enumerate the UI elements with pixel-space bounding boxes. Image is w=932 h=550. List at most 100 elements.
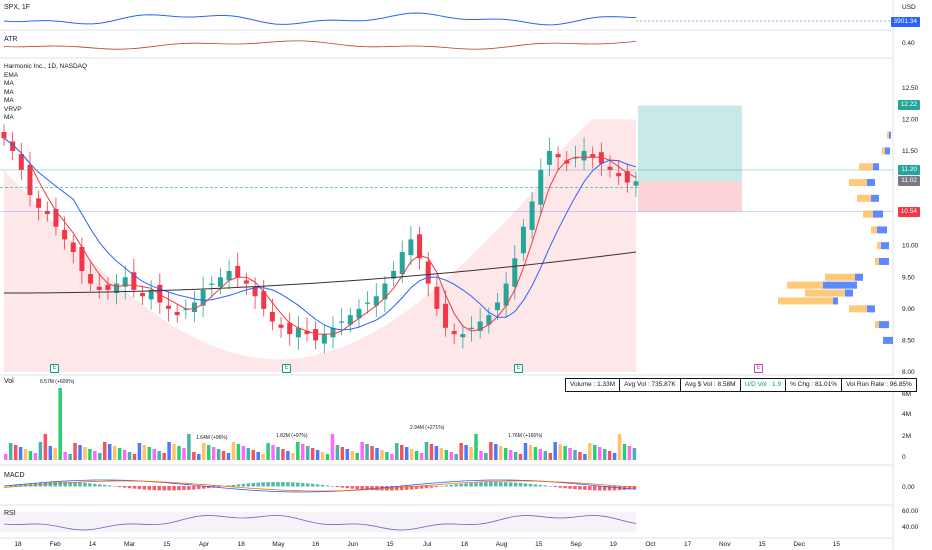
volume-bar (231, 442, 236, 460)
volume-bar (449, 452, 453, 460)
macd-signal-line (3, 480, 637, 492)
volume-peak-label: 1.76M (+166%) (508, 433, 543, 439)
volume-bar (617, 434, 622, 460)
volume-bar (167, 442, 171, 460)
indicator-ma-5[interactable]: MA (4, 114, 14, 121)
macd-histogram-bar (192, 486, 196, 490)
macd-histogram-bar (543, 485, 548, 487)
candle-body (616, 173, 622, 177)
indicator-vrvp-4[interactable]: VRVP (4, 105, 22, 113)
macd-histogram-bar (68, 482, 72, 487)
macd-histogram-bar (593, 486, 597, 491)
macd-histogram-bar (13, 484, 18, 487)
atr-line (3, 40, 637, 50)
candle-body (88, 274, 94, 284)
earnings-marker-icon[interactable]: E (50, 364, 59, 373)
candle-body (546, 150, 552, 165)
ema-line (3, 137, 637, 335)
time-tick: 15 (535, 541, 543, 548)
macd-histogram-bar (513, 482, 518, 487)
price-tick: 12.00 (902, 116, 919, 123)
time-tick: Aug (496, 541, 508, 548)
time-tick: 15 (833, 541, 841, 548)
volume-bar (206, 445, 211, 460)
volume-bar (192, 452, 196, 460)
macd-histogram-bar (578, 486, 582, 490)
volume-bar (38, 442, 43, 460)
earnings-marker-icon[interactable]: E (754, 364, 763, 373)
time-tick: Mar (124, 541, 136, 548)
candle-body (581, 150, 587, 161)
volume-bar (276, 447, 280, 460)
candle-body (252, 286, 258, 297)
volume-bar (152, 449, 156, 460)
price-tag-1: 11.20 (898, 164, 920, 175)
price-tick: 9.50 (902, 274, 915, 281)
candle-body (624, 171, 630, 183)
candle-body (529, 201, 535, 230)
volume-bar (43, 434, 48, 460)
volume-bar (380, 450, 384, 460)
candle-body (339, 321, 345, 323)
volume-bar (182, 448, 186, 460)
macd-histogram-bar (414, 486, 419, 490)
macd-histogram-bar (305, 483, 310, 487)
vrvp-bar-up (871, 194, 879, 202)
volume-bar (404, 447, 409, 460)
volume-bar (315, 450, 320, 460)
vrvp-bar-up (867, 179, 875, 187)
vrvp-bar-up (883, 336, 893, 344)
volume-bar (499, 446, 503, 460)
vol-stat-2: Avg $ Vol : 8.58M (681, 379, 741, 391)
candle-body (469, 327, 475, 330)
candle-body (10, 141, 16, 151)
vrvp-bar-down (825, 273, 855, 281)
volume-peak-label: 1.82M (+97%) (276, 433, 308, 439)
indicator-ma-3[interactable]: MA (4, 97, 14, 104)
vrvp-bar-down (857, 194, 871, 202)
candle-body (165, 305, 171, 309)
volume-bar (375, 448, 379, 460)
vrvp-bar-down (787, 281, 823, 289)
volume-bar (187, 434, 191, 460)
volume-bar (494, 444, 498, 460)
indicator-ema-0[interactable]: EMA (4, 71, 19, 79)
candle-body (417, 234, 423, 259)
volume-bar (479, 451, 483, 460)
macd-histogram-bar (325, 485, 330, 487)
macd-histogram-bar (602, 486, 607, 491)
candle-body (235, 265, 241, 278)
macd-histogram-bar (266, 482, 270, 487)
symbol-title[interactable]: Harmonic Inc., 1D, NASDAQ (4, 63, 88, 70)
earnings-marker-icon[interactable]: E (514, 364, 523, 373)
volume-bar (598, 447, 602, 460)
volume-bar (226, 453, 231, 460)
macd-histogram-bar (127, 486, 132, 489)
candle-body (226, 270, 232, 281)
rsi-band (0, 512, 636, 532)
earnings-marker-icon[interactable]: E (282, 364, 291, 373)
volume-bar (28, 451, 33, 460)
vrvp-bar-up (833, 297, 838, 305)
price-tag-3: 10.54 (897, 206, 920, 217)
macd-histogram-bar (494, 482, 498, 487)
macd-histogram-bar (132, 486, 137, 489)
volume-bar (48, 446, 53, 460)
candle-body (261, 291, 267, 309)
volume-bar (142, 445, 147, 460)
macd-histogram-bar (98, 484, 102, 487)
macd-histogram-bar (216, 486, 221, 488)
time-tick: Oct (645, 541, 655, 548)
volume-bar (568, 448, 572, 460)
candle-body (443, 303, 449, 328)
indicator-ma-1[interactable]: MA (4, 80, 14, 87)
macd-histogram-bar (241, 483, 246, 487)
rsi-tick: 40.00 (902, 524, 919, 531)
macd-histogram-bar (78, 482, 82, 487)
candle-body (408, 239, 414, 256)
volume-bar (58, 388, 62, 460)
candle-body (590, 154, 596, 158)
indicator-ma-2[interactable]: MA (4, 88, 14, 96)
